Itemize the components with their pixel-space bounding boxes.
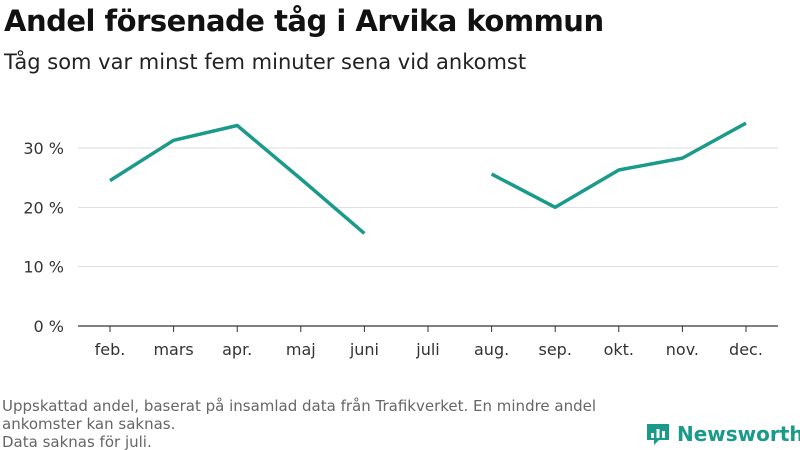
y-tick-label: 30 % bbox=[23, 139, 64, 158]
x-tick-label: mars bbox=[153, 340, 193, 359]
chart-title: Andel försenade tåg i Arvika kommun bbox=[4, 4, 604, 38]
x-tick-label: aug. bbox=[474, 340, 509, 359]
x-tick-label: juli bbox=[415, 340, 439, 359]
series-line-segment-2 bbox=[490, 121, 747, 210]
x-tick-label: feb. bbox=[95, 340, 126, 359]
brand-name: Newsworthy bbox=[677, 422, 800, 446]
bar-chart-icon bbox=[647, 424, 669, 445]
x-tick-label: nov. bbox=[666, 340, 699, 359]
x-tick-label: apr. bbox=[222, 340, 252, 359]
y-tick-label: 10 % bbox=[23, 258, 64, 277]
x-tick-label: maj bbox=[286, 340, 316, 359]
x-tick-label: sep. bbox=[538, 340, 571, 359]
brand-logo: Newsworthy bbox=[645, 420, 800, 448]
chart-subtitle: Tåg som var minst fem minuter sena vid a… bbox=[4, 50, 527, 74]
y-tick-label: 0 % bbox=[34, 317, 64, 336]
x-tick-label: juni bbox=[349, 340, 379, 359]
x-tick-label: dec. bbox=[729, 340, 763, 359]
footnote-missing-data: Data saknas för juli. bbox=[2, 433, 152, 450]
x-tick-label: okt. bbox=[604, 340, 634, 359]
series-line-segment-1 bbox=[109, 123, 366, 235]
y-tick-label: 20 % bbox=[23, 198, 64, 217]
footnote: Uppskattad andel, baserat på insamlad da… bbox=[2, 397, 642, 450]
footnote-source: Uppskattad andel, baserat på insamlad da… bbox=[2, 397, 597, 433]
